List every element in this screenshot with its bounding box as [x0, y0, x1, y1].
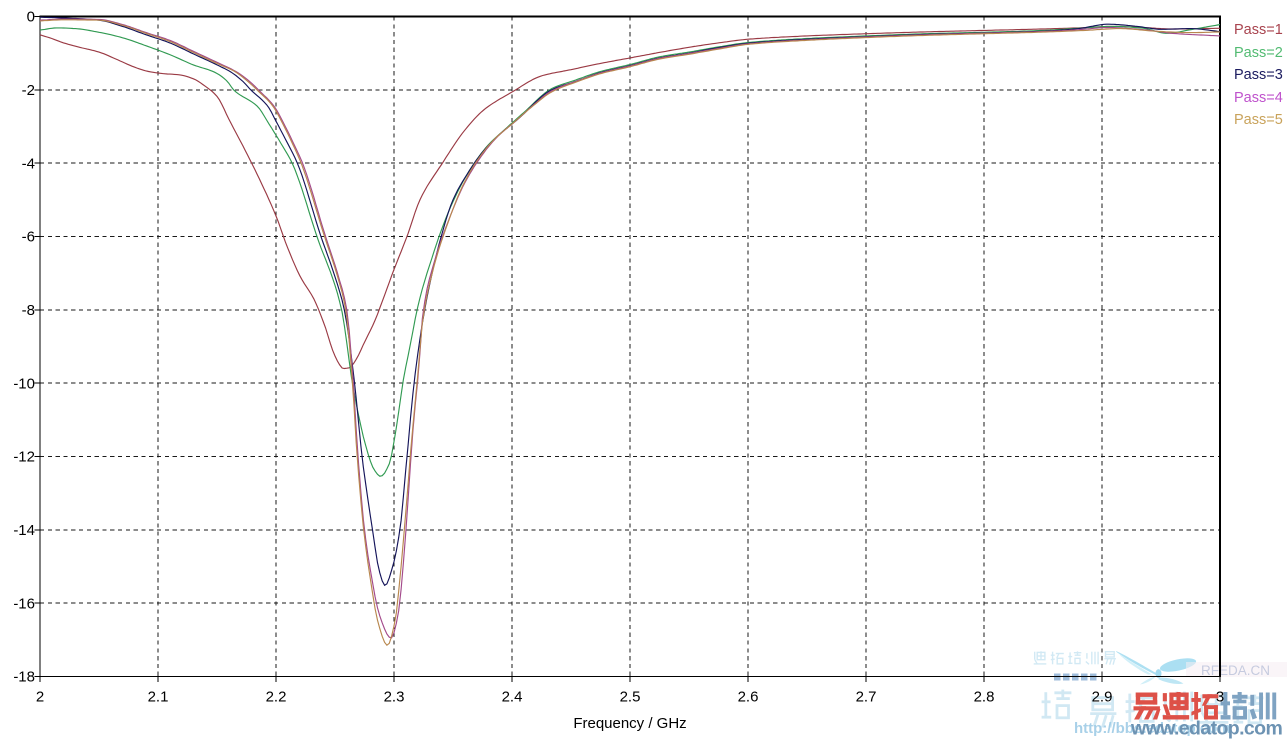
svg-text:2.7: 2.7	[856, 689, 877, 706]
svg-text:-4: -4	[22, 155, 35, 172]
svg-text:2.1: 2.1	[148, 689, 169, 706]
svg-text:-16: -16	[13, 595, 35, 612]
svg-text:www.edatop.com: www.edatop.com	[1130, 718, 1282, 740]
svg-text:2.9: 2.9	[1092, 689, 1113, 706]
svg-text:2.5: 2.5	[620, 689, 641, 706]
svg-text:http://bbs.edatop.com: http://bbs.edatop.com	[1074, 720, 1231, 737]
svg-text:-8: -8	[22, 302, 35, 319]
svg-text:2.6: 2.6	[738, 689, 759, 706]
svg-text:-12: -12	[13, 449, 35, 466]
svg-text:2: 2	[36, 689, 44, 706]
svg-text:-14: -14	[13, 522, 35, 539]
svg-text:0: 0	[27, 9, 35, 26]
svg-text:2.2: 2.2	[266, 689, 287, 706]
svg-text:-2: -2	[22, 82, 35, 99]
svg-text:2.3: 2.3	[384, 689, 405, 706]
svg-text:RFEDA.CN: RFEDA.CN	[1201, 663, 1270, 678]
svg-text:-10: -10	[13, 375, 35, 392]
svg-text:-6: -6	[22, 229, 35, 246]
svg-text:3: 3	[1216, 689, 1224, 706]
svg-text:-18: -18	[13, 669, 35, 686]
svg-text:Frequency / GHz: Frequency / GHz	[573, 715, 686, 732]
svg-text:2.4: 2.4	[502, 689, 523, 706]
svg-text:2.8: 2.8	[974, 689, 995, 706]
